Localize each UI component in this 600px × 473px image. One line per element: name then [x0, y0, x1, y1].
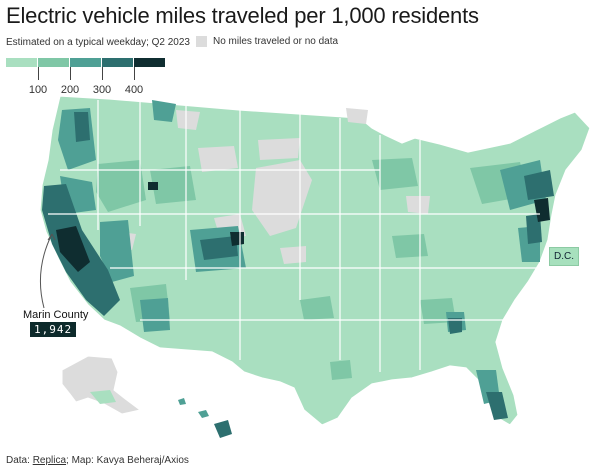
hawaii-shape: [178, 398, 186, 405]
alaska-green-region: [90, 390, 116, 404]
state-borders: [48, 100, 540, 372]
page-title: Electric vehicle miles traveled per 1,00…: [6, 3, 479, 28]
hawaii-shape: [214, 420, 232, 438]
no-data-legend: No miles traveled or no data: [196, 36, 338, 47]
legend-swatch-2: [38, 58, 69, 67]
legend-swatch-5: [134, 58, 165, 67]
callout-county-value: 1,942: [30, 322, 77, 337]
dc-label: D.C.: [549, 247, 579, 266]
footer-prefix: Data:: [6, 455, 33, 466]
source-link[interactable]: Replica: [32, 455, 67, 466]
callout-arrowhead: [47, 233, 56, 241]
legend-swatch-4: [102, 58, 133, 67]
color-legend: 100 200 300 400: [6, 58, 166, 96]
footer-suffix: ; Map: Kavya Beheraj/Axios: [66, 455, 189, 466]
source-footer: Data: Replica; Map: Kavya Beheraj/Axios: [6, 455, 189, 466]
legend-tick-mark: [70, 67, 71, 80]
no-data-label: No miles traveled or no data: [213, 36, 339, 47]
legend-swatch-3: [70, 58, 101, 67]
legend-tick-label: 300: [92, 84, 112, 96]
legend-tick-mark: [134, 67, 135, 80]
legend-swatch-1: [6, 58, 37, 67]
callout-line: [39, 233, 53, 309]
legend-tick-mark: [38, 67, 39, 80]
legend-tick-label: 400: [124, 84, 144, 96]
no-data-swatch: [196, 36, 207, 47]
no-data-regions: [118, 108, 430, 264]
legend-tick-label: 200: [60, 84, 80, 96]
hawaii-shape: [198, 410, 209, 418]
alaska-shape: [61, 355, 142, 415]
subtitle: Estimated on a typical weekday; Q2 2023: [6, 37, 190, 48]
legend-tick-mark: [102, 67, 103, 80]
callout-county-name: Marin County: [23, 309, 89, 321]
legend-tick-label: 100: [28, 84, 48, 96]
